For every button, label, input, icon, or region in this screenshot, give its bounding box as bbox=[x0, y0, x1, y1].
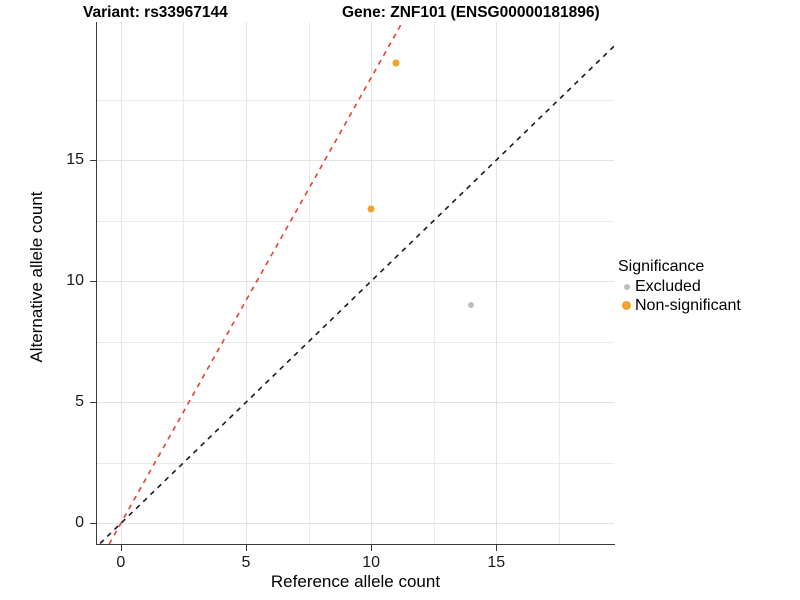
plot-panel bbox=[97, 22, 614, 544]
x-tick-label: 10 bbox=[362, 554, 380, 571]
gridline-horizontal bbox=[97, 281, 614, 283]
x-tick-mark bbox=[371, 545, 373, 551]
x-tick-label: 0 bbox=[116, 554, 126, 571]
x-tick-mark bbox=[120, 545, 122, 551]
gridline-horizontal bbox=[97, 341, 614, 343]
y-tick-label: 10 bbox=[66, 272, 84, 290]
x-tick-label: 5 bbox=[241, 554, 251, 571]
gene-title: Gene: ZNF101 (ENSG00000181896) bbox=[342, 4, 600, 21]
x-tick-mark bbox=[496, 545, 498, 551]
y-tick-mark bbox=[90, 281, 96, 283]
allelic-ratio-line bbox=[108, 22, 404, 544]
gridline-horizontal bbox=[97, 220, 614, 222]
legend-item-non-significant[interactable]: Non-significant bbox=[618, 296, 796, 315]
legend-item-label: Non-significant bbox=[635, 297, 741, 314]
gridline-vertical bbox=[246, 22, 247, 544]
gridline-vertical bbox=[433, 22, 435, 544]
y-tick-mark bbox=[90, 160, 96, 162]
data-point bbox=[468, 302, 475, 309]
gridline-horizontal bbox=[97, 99, 614, 101]
legend-items: Excluded Non-significant bbox=[618, 277, 796, 315]
legend: Significance Excluded Non-significant bbox=[618, 258, 796, 315]
legend-key-dot-icon bbox=[618, 301, 635, 310]
data-point bbox=[392, 59, 400, 67]
legend-item-excluded[interactable]: Excluded bbox=[618, 277, 796, 296]
x-axis-line bbox=[96, 544, 615, 546]
y-tick-mark bbox=[90, 402, 96, 404]
gridline-vertical bbox=[496, 22, 498, 544]
variant-title: Variant: rs33967144 bbox=[83, 4, 228, 21]
gridline-vertical bbox=[308, 22, 310, 544]
y-tick-label: 0 bbox=[75, 514, 84, 532]
reference-lines bbox=[98, 22, 614, 544]
y-tick-label: 5 bbox=[75, 393, 84, 411]
x-tick-mark bbox=[246, 545, 247, 551]
y-tick-label: 15 bbox=[66, 151, 84, 169]
gridline-horizontal bbox=[97, 160, 614, 162]
gridline-vertical bbox=[371, 22, 373, 544]
gridline-vertical bbox=[558, 22, 560, 544]
legend-item-label: Excluded bbox=[635, 278, 701, 295]
data-point bbox=[367, 205, 375, 212]
gridline-horizontal bbox=[97, 462, 614, 464]
gridline-vertical bbox=[120, 22, 122, 544]
gridline-horizontal bbox=[97, 523, 614, 525]
legend-title: Significance bbox=[618, 258, 705, 275]
y-axis-line bbox=[96, 22, 98, 545]
legend-key-dot-icon bbox=[618, 283, 635, 290]
y-axis-label: Alternative allele count bbox=[27, 191, 46, 363]
identity-line bbox=[98, 45, 614, 544]
gridline-vertical bbox=[183, 22, 185, 544]
y-tick-mark bbox=[90, 523, 96, 525]
x-axis-label: Reference allele count bbox=[270, 572, 441, 591]
gridline-horizontal bbox=[97, 402, 614, 404]
x-tick-label: 15 bbox=[487, 554, 506, 571]
